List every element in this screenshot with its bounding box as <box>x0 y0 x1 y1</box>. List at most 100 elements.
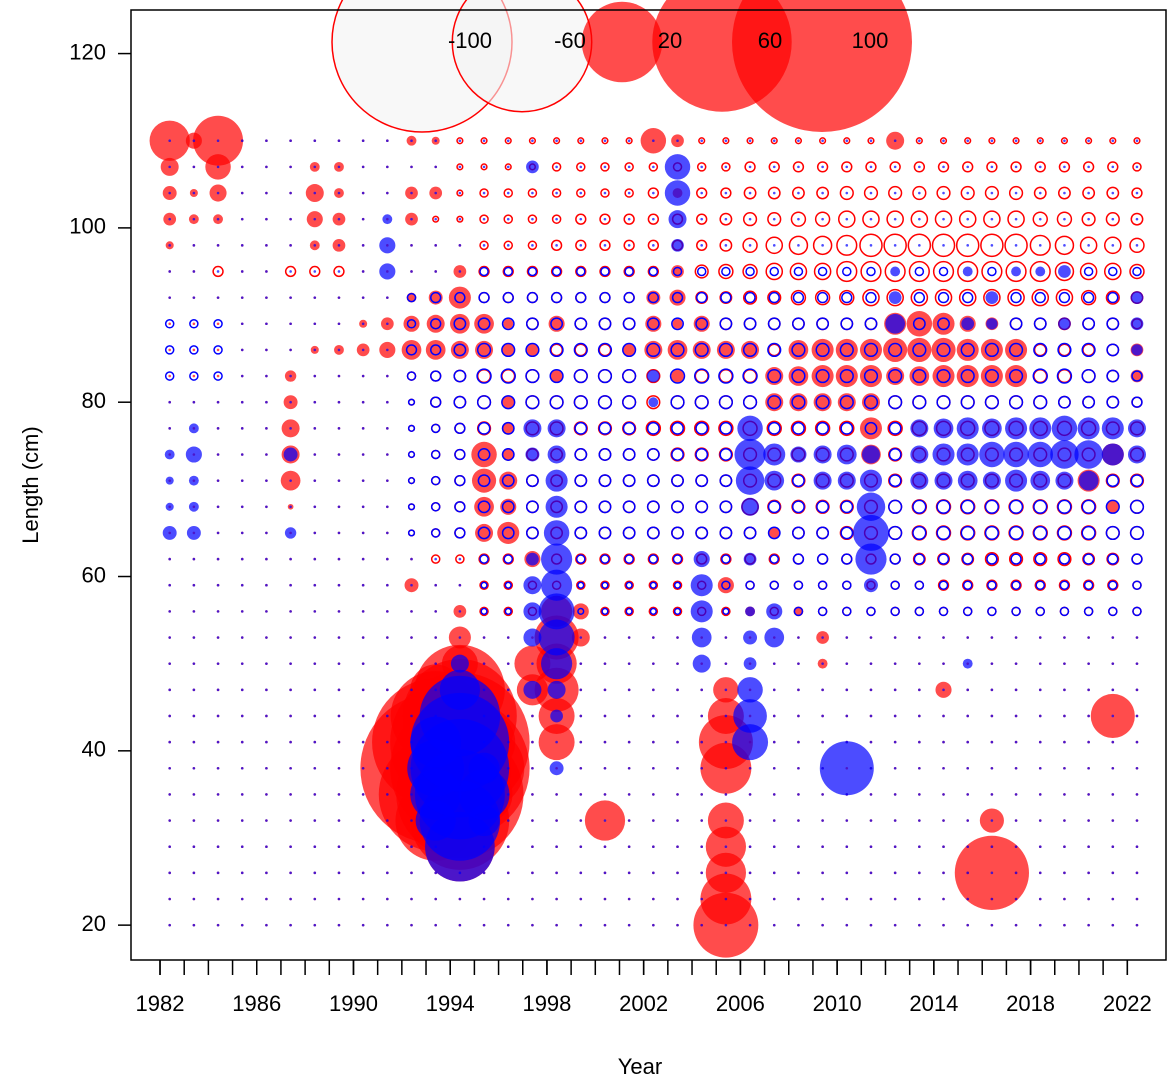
bubble <box>812 235 833 256</box>
bubble <box>938 606 949 617</box>
bubble <box>192 714 196 718</box>
bubble <box>960 395 975 410</box>
bubble <box>797 165 800 169</box>
bubble <box>676 845 679 848</box>
bubble <box>869 139 873 143</box>
bubble <box>192 191 196 195</box>
bubble <box>575 213 587 225</box>
bubble <box>627 191 631 195</box>
bubble <box>960 499 975 514</box>
bubble <box>907 233 932 258</box>
bubble <box>893 139 897 143</box>
bubble <box>696 239 708 252</box>
bubble <box>860 260 882 283</box>
bubble <box>1058 161 1071 173</box>
bubble <box>1010 553 1022 565</box>
bubble <box>337 505 341 509</box>
bubble <box>477 500 491 514</box>
bubble <box>361 583 365 587</box>
bubble <box>555 819 558 822</box>
bubble <box>555 793 558 796</box>
bubble <box>216 845 220 848</box>
bubble <box>386 191 389 195</box>
bubble <box>671 291 684 304</box>
bubble <box>547 419 566 438</box>
bubble <box>456 215 464 223</box>
bubble <box>957 470 978 491</box>
bubble <box>410 897 413 901</box>
bubble <box>888 291 902 304</box>
bubble <box>1038 923 1042 927</box>
bubble <box>337 191 341 195</box>
bubble <box>984 499 1000 514</box>
bubble <box>1087 191 1090 195</box>
bubble <box>434 688 437 692</box>
bubble <box>550 369 563 383</box>
bubble <box>313 165 317 169</box>
bubble <box>406 371 417 381</box>
bubble <box>906 311 933 337</box>
bubble <box>168 583 171 587</box>
bubble <box>893 793 897 796</box>
bubble <box>600 188 610 198</box>
bubble <box>337 296 341 299</box>
bubble <box>1081 212 1096 227</box>
bubble <box>622 368 637 384</box>
bubble <box>652 688 655 692</box>
bubble <box>893 871 897 875</box>
bubble <box>690 600 713 623</box>
bubble <box>1055 288 1074 307</box>
bubble <box>695 421 709 435</box>
bubble <box>525 447 540 462</box>
bubble <box>1029 260 1051 283</box>
bubble <box>313 636 317 639</box>
bubble <box>337 819 341 822</box>
bubble <box>551 188 562 198</box>
bubble <box>1074 440 1103 469</box>
bubble <box>406 292 417 303</box>
bubble <box>337 688 341 692</box>
bubble <box>859 338 882 361</box>
bubble <box>1063 793 1066 796</box>
bubble <box>1077 417 1100 440</box>
bubble <box>579 714 583 718</box>
bubble <box>893 662 897 665</box>
bubble <box>742 395 758 410</box>
bubble <box>361 531 365 535</box>
bubble <box>694 342 709 358</box>
bubble <box>164 318 175 329</box>
bubble <box>720 291 732 304</box>
bubble <box>869 714 873 718</box>
bubble <box>337 845 341 848</box>
bubble <box>503 240 514 251</box>
bubble <box>216 244 220 247</box>
bubble <box>671 474 684 488</box>
bubble <box>1135 244 1139 247</box>
bubble <box>265 374 268 378</box>
bubble <box>401 340 422 360</box>
bubble <box>506 923 510 927</box>
bubble <box>676 636 679 639</box>
bubble <box>918 819 921 822</box>
bubble <box>624 606 634 617</box>
bubble <box>918 740 921 744</box>
bubble <box>192 897 196 901</box>
bubble <box>910 471 929 490</box>
bubble <box>410 636 413 639</box>
bubble <box>724 766 728 770</box>
bubble <box>1010 291 1022 304</box>
bubble <box>721 580 731 591</box>
bubble <box>669 420 686 437</box>
bubble <box>821 662 824 665</box>
bubble <box>603 191 607 195</box>
bubble <box>767 342 782 358</box>
bubble <box>1081 499 1096 514</box>
bubble <box>910 288 929 307</box>
bubble <box>458 139 462 143</box>
bubble <box>966 897 970 901</box>
bubble <box>1135 819 1139 822</box>
bubble <box>501 317 515 331</box>
bubble <box>772 191 776 195</box>
bubble <box>313 191 317 195</box>
bubble <box>575 239 587 252</box>
